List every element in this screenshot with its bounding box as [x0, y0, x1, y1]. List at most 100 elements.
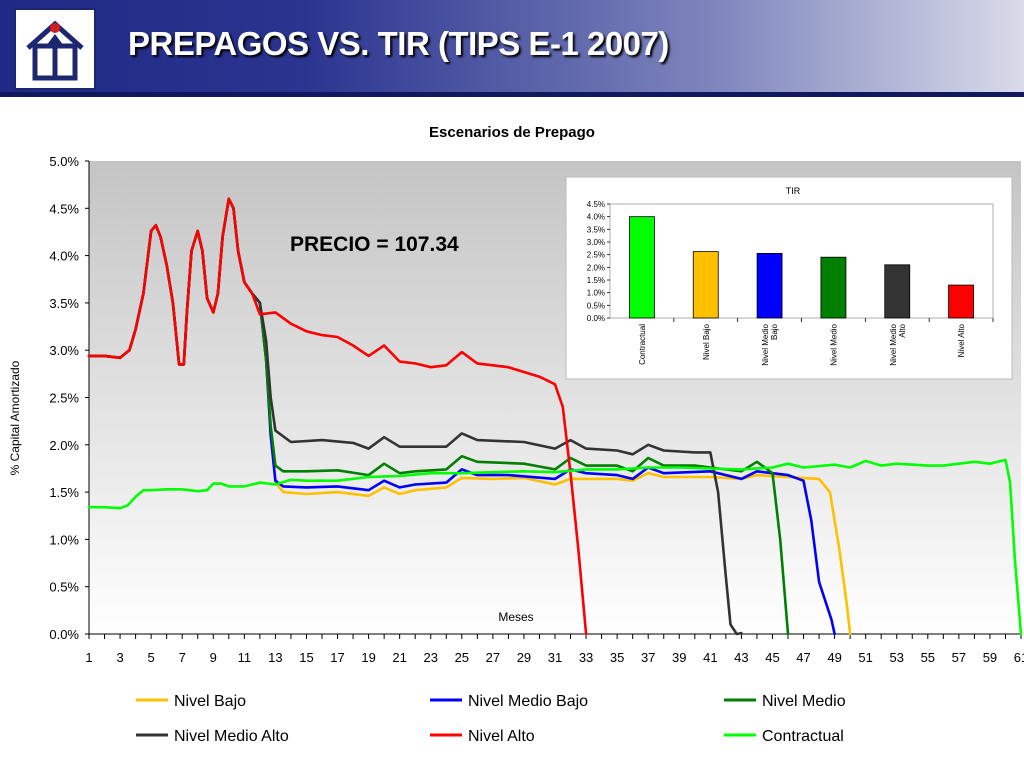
y-tick-label: 0.5%: [49, 580, 79, 595]
legend-label-nivel-medio-alto: Nivel Medio Alto: [174, 728, 289, 745]
inset-x-tick-label-line: Nivel Medio: [761, 323, 770, 365]
inset-plot-area: [609, 203, 994, 319]
x-tick-label: 7: [179, 650, 186, 665]
inset-x-tick-label: Nivel Medio: [829, 323, 838, 365]
x-tick-label: 39: [672, 650, 686, 665]
y-tick-label: 3.0%: [49, 343, 79, 358]
x-tick-label: 55: [921, 650, 935, 665]
series-lines: [87, 197, 1023, 636]
tir-bar-contractual: [629, 216, 655, 319]
tir-bar-nivel-bajo: [692, 251, 719, 319]
legend-label-nivel-alto: Nivel Alto: [468, 728, 535, 745]
x-tick-label: 27: [486, 650, 500, 665]
y-tick-label: 1.5%: [49, 485, 79, 500]
legend-label-nivel-medio: Nivel Medio: [762, 693, 846, 710]
x-tick-label: 5: [148, 650, 155, 665]
header-divider: [0, 92, 1024, 97]
x-tick-label: 11: [238, 650, 252, 665]
inset-x-axis: Contractual Nivel Bajo Nivel Medio Bajo Nive…: [638, 318, 994, 366]
x-tick-label: 15: [299, 650, 313, 665]
y-tick-label: 2.0%: [49, 438, 79, 453]
tir-bar-nivel-medio: [820, 256, 847, 319]
x-tick-label: 17: [330, 650, 344, 665]
legend-label-nivel-medio-bajo: Nivel Medio Bajo: [468, 693, 588, 710]
x-tick-label: 53: [889, 650, 903, 665]
inset-x-tick-label: Nivel Medio Bajo: [761, 323, 779, 365]
inset-y-axis: 0.0% 0.5% 1.0% 1.5% 2.0% 2.5% 3.0% 3.5% 4.0% 4.5%: [587, 200, 610, 323]
inset-y-tick-label: 0.5%: [587, 301, 605, 310]
price-annotation: PRECIO = 107.34: [290, 233, 459, 256]
legend-label-nivel-bajo: Nivel Bajo: [174, 693, 246, 710]
y-tick-label: 4.0%: [49, 249, 79, 264]
legend: Nivel Bajo Nivel Medio Bajo Nivel Medio Niv…: [136, 693, 846, 745]
x-tick-label: 51: [858, 650, 872, 665]
inset-y-tick-label: 0.0%: [587, 314, 605, 323]
inset-x-tick-label-line: Nivel Medio: [889, 323, 898, 365]
y-tick-label: 1.0%: [49, 532, 79, 547]
y-axis-title: % Capital Amortizado: [8, 360, 22, 475]
inset-y-tick-label: 4.5%: [587, 200, 605, 209]
x-tick-label: 35: [610, 650, 624, 665]
x-tick-label: 57: [952, 650, 966, 665]
inset-title: TIR: [786, 186, 801, 196]
tir-bar-nivel-medio-bajo: [756, 252, 783, 319]
x-tick-label: 47: [796, 650, 810, 665]
inset-x-tick-label: Contractual: [638, 324, 647, 365]
legend-label-contractual: Contractual: [762, 728, 844, 745]
inset-y-tick-label: 3.5%: [587, 225, 605, 234]
series-line-nivel-alto: [87, 197, 588, 636]
chart-title: Escenarios de Prepago: [429, 124, 595, 141]
slide-title: PREPAGOS VS. TIR (TIPS E-1 2007): [128, 25, 669, 62]
x-tick-label: 41: [703, 650, 717, 665]
x-tick-label: 23: [423, 650, 437, 665]
inset-x-tick-label-line: Nivel Bajo: [702, 323, 711, 360]
inset-x-tick-label-line: Nivel Alto: [957, 323, 966, 357]
y-tick-label: 0.0%: [49, 627, 79, 642]
x-tick-label: 37: [641, 650, 655, 665]
x-tick-label: 1: [85, 650, 92, 665]
house-arrow-icon: [26, 20, 84, 81]
series-line-contractual: [87, 458, 1023, 636]
inset-x-tick-label-line: Bajo: [770, 323, 779, 340]
x-tick-label: 61: [1014, 650, 1024, 665]
tir-bar-nivel-medio-alto: [884, 264, 911, 319]
inset-x-tick-label-line: Alto: [898, 323, 907, 337]
inset-x-tick-label-line: Nivel Medio: [829, 323, 838, 365]
x-tick-label: 33: [579, 650, 593, 665]
slide-header: [0, 0, 1024, 97]
tir-inset-chart: TIR 0.0% 0.5% 1.0% 1.5% 2.0% 2.5% 3.0% 3.5% 4.0%…: [565, 176, 1013, 380]
x-axis-title: Meses: [498, 610, 533, 624]
logo: [14, 8, 96, 90]
x-tick-label: 13: [268, 650, 282, 665]
y-tick-label: 3.5%: [49, 296, 79, 311]
x-tick-label: 31: [548, 650, 562, 665]
x-tick-label: 9: [210, 650, 217, 665]
x-tick-label: 59: [983, 650, 997, 665]
inset-bars: [629, 216, 974, 319]
inset-x-tick-label-line: Contractual: [638, 324, 647, 365]
inset-y-tick-label: 2.0%: [587, 263, 605, 272]
y-tick-label: 4.5%: [49, 201, 79, 216]
y-tick-label: 5.0%: [49, 154, 79, 169]
inset-x-tick-label: Nivel Medio Alto: [889, 323, 907, 365]
inset-y-tick-label: 3.0%: [587, 238, 605, 247]
inset-y-tick-label: 1.5%: [587, 276, 605, 285]
x-axis: 1 3 5 7 9 11 13 15 17 19 21 23 25 27 29 31 33 35 37 39 41 43 4…: [85, 633, 1024, 665]
inset-x-tick-label: Nivel Alto: [957, 323, 966, 357]
inset-y-tick-label: 1.0%: [587, 289, 605, 298]
x-tick-label: 45: [765, 650, 779, 665]
inset-y-tick-label: 4.0%: [587, 213, 605, 222]
inset-y-tick-label: 2.5%: [587, 251, 605, 260]
tir-bar-nivel-alto: [948, 284, 974, 319]
x-tick-label: 25: [455, 650, 469, 665]
x-tick-label: 43: [734, 650, 748, 665]
x-tick-label: 29: [517, 650, 531, 665]
x-tick-label: 19: [361, 650, 375, 665]
inset-x-tick-label: Nivel Bajo: [702, 323, 711, 360]
y-axis: 0.0% 0.5% 1.0% 1.5% 2.0% 2.5% 3.0% 3.5% 4.0% 4.5%…: [49, 154, 90, 642]
x-tick-label: 21: [392, 650, 406, 665]
y-tick-label: 2.5%: [49, 391, 79, 406]
x-tick-label: 49: [827, 650, 841, 665]
x-tick-label: 3: [116, 650, 123, 665]
